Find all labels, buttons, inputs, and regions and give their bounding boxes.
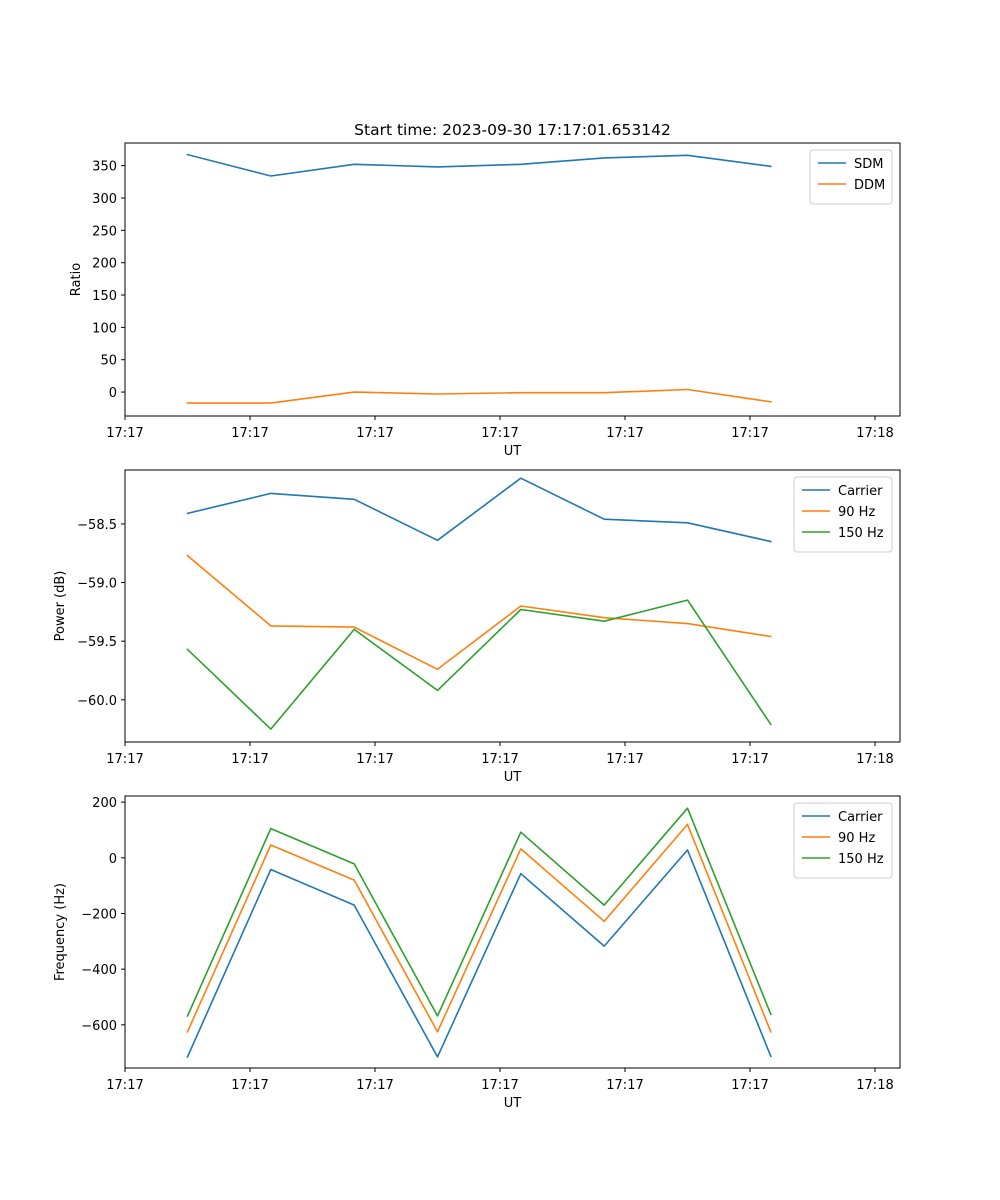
y-tick-label: 250 — [92, 224, 117, 239]
y-tick-label: 300 — [92, 192, 117, 207]
series-line-sdm — [186, 153, 772, 177]
legend-label: 150 Hz — [838, 852, 884, 867]
x-tick-label: 17:17 — [731, 1078, 768, 1093]
x-tick-label: 17:17 — [606, 1078, 643, 1093]
y-tick-label: 200 — [92, 796, 117, 811]
x-tick-label: 17:17 — [481, 752, 518, 767]
axes-frame — [124, 469, 901, 743]
legend: Carrier 90 Hz 150 Hz — [793, 476, 893, 553]
legend-label: Carrier — [838, 484, 883, 499]
y-axis-label: Frequency (Hz) — [53, 883, 68, 981]
x-tick-label: 17:17 — [231, 1078, 268, 1093]
x-tick-label: 17:18 — [856, 426, 893, 441]
legend-label: 90 Hz — [838, 505, 875, 520]
chart-panel-1: Start time: 2023-09-30 17:17:01.653142 17… — [69, 121, 901, 459]
x-tick-label: 17:17 — [606, 752, 643, 767]
y-tick-label: 100 — [92, 321, 117, 336]
x-tick-label: 17:18 — [856, 1078, 893, 1093]
x-tick-label: 17:18 — [856, 752, 893, 767]
y-tick-label: 50 — [100, 354, 117, 369]
x-tick-label: 17:17 — [606, 426, 643, 441]
x-tick-label: 17:17 — [481, 426, 518, 441]
y-axis-label: Ratio — [69, 263, 84, 296]
y-tick-label: 200 — [92, 257, 117, 272]
x-axis-label: UT — [504, 1096, 522, 1111]
y-axis-label: Power (dB) — [53, 571, 68, 642]
y-tick-label: −59.5 — [77, 635, 117, 650]
series-line-90-hz — [186, 823, 772, 1033]
y-tick-label: −58.5 — [77, 518, 117, 533]
series-line-90-hz — [186, 554, 772, 671]
y-tick-label: −400 — [81, 963, 117, 978]
y-tick-label: 0 — [109, 852, 117, 867]
x-tick-label: 17:17 — [106, 752, 143, 767]
y-tick-label: −600 — [81, 1019, 117, 1034]
series-line-150-hz — [186, 807, 772, 1017]
legend-label: SDM — [854, 157, 883, 172]
y-tick-label: 150 — [92, 289, 117, 304]
x-tick-label: 17:17 — [106, 1078, 143, 1093]
legend: Carrier 90 Hz 150 Hz — [793, 802, 893, 879]
series-line-150-hz — [186, 599, 772, 730]
x-axis-label: UT — [504, 444, 522, 459]
legend-frame — [793, 802, 893, 879]
x-tick-label: 17:17 — [731, 752, 768, 767]
y-tick-label: 0 — [109, 386, 117, 401]
legend-label: Carrier — [838, 810, 883, 825]
legend-label: 150 Hz — [838, 526, 884, 541]
x-tick-label: 17:17 — [356, 426, 393, 441]
x-tick-label: 17:17 — [356, 752, 393, 767]
x-tick-label: 17:17 — [106, 426, 143, 441]
series-line-ddm — [186, 388, 772, 404]
series-line-carrier — [186, 477, 772, 543]
y-tick-label: −200 — [81, 907, 117, 922]
x-tick-label: 17:17 — [231, 426, 268, 441]
axes-frame — [124, 795, 901, 1069]
legend: SDM DDM — [809, 149, 893, 205]
y-tick-label: −60.0 — [77, 694, 117, 709]
chart-title: Start time: 2023-09-30 17:17:01.653142 — [354, 121, 671, 139]
y-tick-label: 350 — [92, 160, 117, 175]
x-tick-label: 17:17 — [731, 426, 768, 441]
x-tick-label: 17:17 — [481, 1078, 518, 1093]
legend-frame — [793, 476, 893, 553]
x-axis-label: UT — [504, 770, 522, 785]
chart-panel-3: 17:17 17:17 17:17 17:17 17:17 17:17 17:18 −600 −… — [53, 795, 901, 1111]
legend-label: DDM — [854, 178, 885, 193]
y-tick-label: −59.0 — [77, 577, 117, 592]
series-line-carrier — [186, 849, 772, 1058]
legend-label: 90 Hz — [838, 831, 875, 846]
axes-frame — [124, 142, 901, 417]
chart-panel-2: 17:17 17:17 17:17 17:17 17:17 17:17 17:18 −60.0… — [53, 469, 901, 785]
x-tick-label: 17:17 — [356, 1078, 393, 1093]
x-tick-label: 17:17 — [231, 752, 268, 767]
